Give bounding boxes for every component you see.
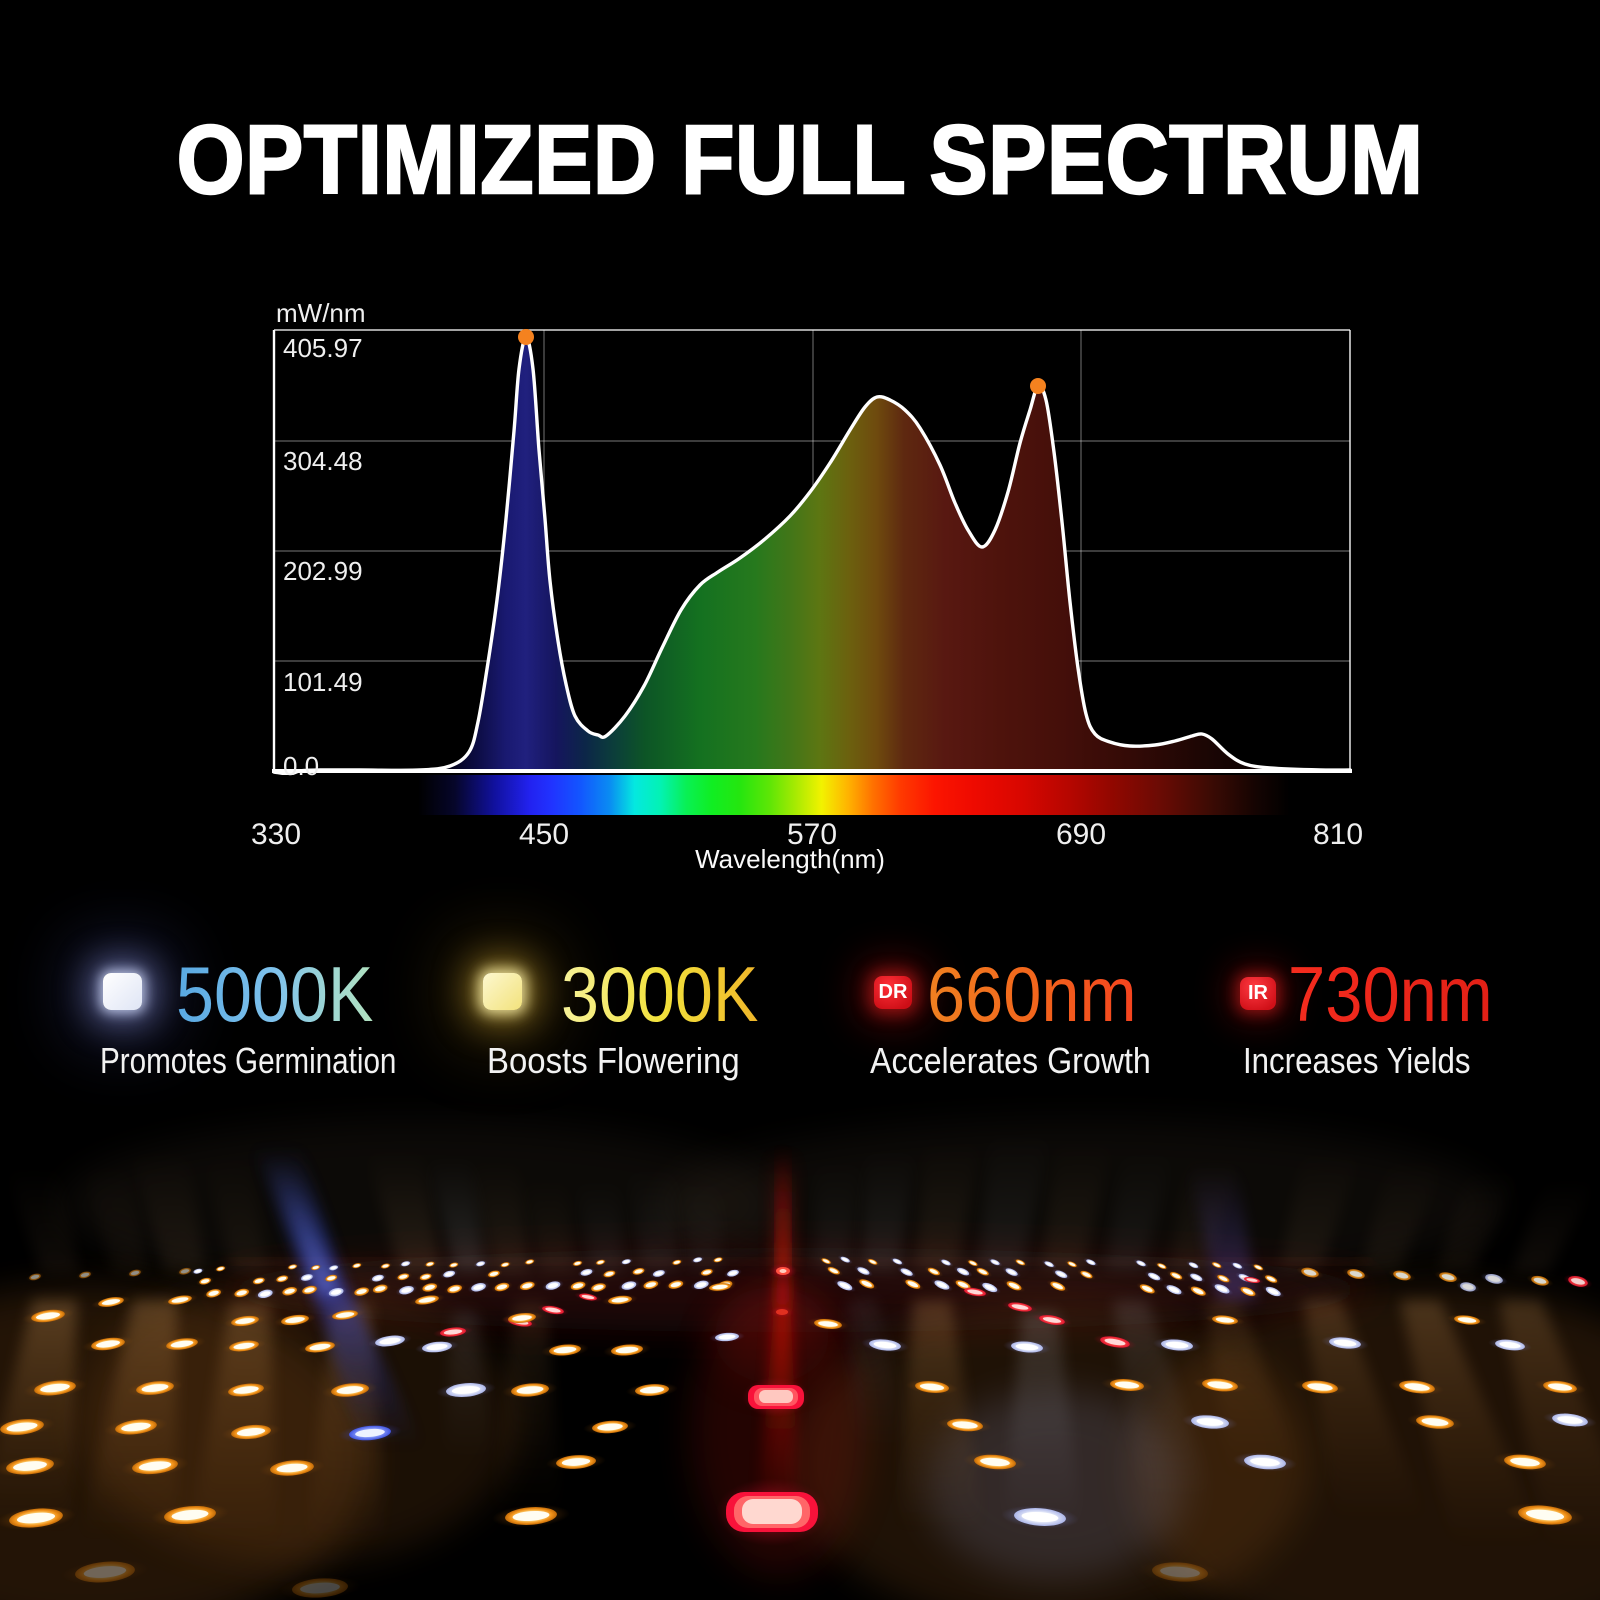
svg-text:101.49: 101.49 (283, 667, 363, 697)
svg-text:405.97: 405.97 (283, 333, 363, 363)
svg-text:0.0: 0.0 (283, 751, 319, 781)
svg-text:570: 570 (787, 818, 837, 851)
svg-text:Wavelength(nm): Wavelength(nm) (695, 844, 885, 874)
svg-text:810: 810 (1313, 818, 1363, 851)
svg-text:330: 330 (251, 818, 301, 851)
svg-text:690: 690 (1056, 818, 1106, 851)
svg-text:304.48: 304.48 (283, 446, 363, 476)
svg-text:450: 450 (519, 818, 569, 851)
svg-text:mW/nm: mW/nm (276, 298, 366, 328)
svg-text:202.99: 202.99 (283, 556, 363, 586)
